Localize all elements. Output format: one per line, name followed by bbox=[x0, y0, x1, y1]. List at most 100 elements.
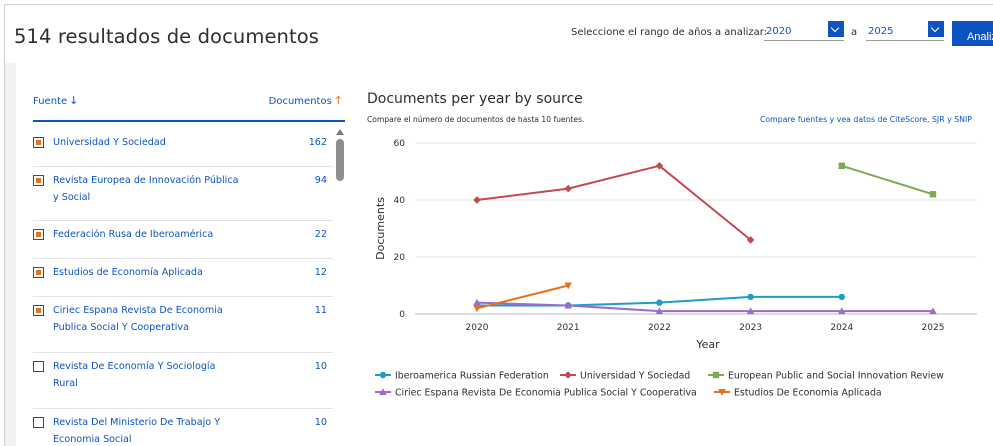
legend-item[interactable]: Universidad Y Sociedad bbox=[560, 371, 690, 382]
source-checkbox[interactable] bbox=[33, 267, 44, 278]
source-document-count[interactable]: 22 bbox=[314, 229, 327, 240]
legend-item[interactable]: Iberoamerica Russian Federation bbox=[375, 371, 549, 382]
source-document-count[interactable]: 10 bbox=[314, 417, 327, 428]
y-axis-label: Documents bbox=[374, 197, 387, 260]
arrow-up-icon: ↑ bbox=[333, 94, 343, 107]
content-area: Fuente ↓ Documentos ↑ Universidad Y Socied… bbox=[5, 63, 993, 446]
series-path bbox=[476, 164, 752, 241]
sources-table-header: Fuente ↓ Documentos ↑ bbox=[33, 63, 345, 122]
series-line bbox=[473, 162, 755, 244]
header-bar: 514 resultados de documentos Seleccione … bbox=[5, 5, 993, 63]
source-checkbox[interactable] bbox=[33, 137, 44, 148]
data-point bbox=[564, 184, 572, 193]
source-name-link[interactable]: Estudios de Economía Aplicada bbox=[53, 267, 203, 278]
source-document-count[interactable]: 94 bbox=[314, 175, 327, 186]
legend-label: Iberoamerica Russian Federation bbox=[395, 371, 549, 382]
series-line bbox=[473, 298, 937, 315]
data-point bbox=[379, 371, 387, 379]
source-row[interactable]: Revista Europea de Innovación Pública y … bbox=[33, 167, 333, 221]
x-tick-label: 2024 bbox=[830, 323, 853, 333]
source-checkbox[interactable] bbox=[33, 175, 44, 186]
x-tick-label: 2021 bbox=[557, 323, 580, 333]
series-line bbox=[473, 282, 572, 313]
source-checkbox[interactable] bbox=[33, 417, 44, 428]
data-point bbox=[718, 389, 726, 396]
chevron-down-icon[interactable] bbox=[928, 21, 944, 37]
y-tick-label: 40 bbox=[394, 196, 406, 206]
source-name-link[interactable]: Universidad Y Sociedad bbox=[53, 137, 166, 148]
source-name-link[interactable]: Ciriec Espana Revista De Economia Public… bbox=[53, 305, 223, 333]
documents-line-chart: 0 20 40 60 2020 2021 2022 2023 2024 2025 Year Docum… bbox=[374, 139, 977, 399]
data-point bbox=[473, 196, 481, 204]
scrollbar[interactable] bbox=[335, 129, 345, 446]
arrow-down-icon: ↓ bbox=[69, 94, 79, 107]
year-range-label: Seleccione el rango de años a analizar: bbox=[571, 27, 768, 38]
legend-item[interactable]: European Public and Social Innovation Re… bbox=[708, 371, 944, 382]
y-tick-label: 0 bbox=[399, 310, 405, 320]
chart-title: Documents per year by source bbox=[367, 91, 583, 107]
sort-by-source[interactable]: Fuente ↓ bbox=[33, 94, 78, 107]
x-tick-label: 2022 bbox=[648, 323, 671, 333]
legend-label: Estudios De Economia Aplicada bbox=[734, 388, 882, 399]
source-checkbox[interactable] bbox=[33, 229, 44, 240]
source-row[interactable]: Estudios de Economía Aplicada 12 bbox=[33, 259, 333, 297]
source-name-link[interactable]: Revista De Economía Y Sociología Rural bbox=[53, 361, 216, 389]
sort-by-documents[interactable]: Documentos ↑ bbox=[269, 94, 343, 107]
data-point bbox=[712, 371, 720, 379]
year-to-value: 2025 bbox=[868, 26, 894, 37]
data-point bbox=[473, 305, 481, 313]
data-point bbox=[838, 162, 845, 169]
scroll-up-icon[interactable] bbox=[336, 129, 344, 135]
data-point bbox=[838, 307, 846, 315]
source-document-count[interactable]: 12 bbox=[314, 267, 327, 278]
chart-subtitle: Compare el número de documentos de hasta… bbox=[367, 115, 585, 124]
data-point bbox=[379, 388, 387, 395]
y-tick-label: 20 bbox=[394, 253, 406, 263]
x-tick-label: 2025 bbox=[922, 323, 945, 333]
source-checkbox[interactable] bbox=[33, 305, 44, 316]
analyze-button[interactable]: Analiza bbox=[952, 21, 993, 46]
legend-item[interactable]: Ciriec Espana Revista De Economia Public… bbox=[375, 388, 697, 399]
source-row[interactable]: Ciriec Espana Revista De Economia Public… bbox=[33, 297, 333, 353]
data-point bbox=[564, 371, 572, 379]
column-documents-label: Documentos bbox=[268, 96, 332, 107]
source-row[interactable]: Federación Rusa de Iberoamérica 22 bbox=[33, 221, 333, 259]
legend-label: European Public and Social Innovation Re… bbox=[728, 371, 944, 382]
series-path bbox=[476, 301, 933, 313]
scrollbar-thumb[interactable] bbox=[336, 139, 344, 181]
data-point bbox=[929, 307, 937, 315]
year-from-value: 2020 bbox=[766, 26, 792, 37]
legend-item[interactable]: Estudios De Economia Aplicada bbox=[714, 388, 882, 399]
compare-sources-link[interactable]: Compare fuentes y vea datos de CiteScore… bbox=[759, 115, 972, 124]
source-name-link[interactable]: Revista Del Ministerio De Trabajo Y Econ… bbox=[53, 417, 221, 445]
source-row[interactable]: Revista De Economía Y Sociología Rural 10 bbox=[33, 353, 333, 409]
legend-label: Ciriec Espana Revista De Economia Public… bbox=[395, 388, 697, 399]
source-document-count[interactable]: 162 bbox=[308, 137, 327, 148]
data-point bbox=[838, 293, 845, 301]
y-tick-label: 60 bbox=[394, 139, 406, 149]
data-point bbox=[655, 307, 664, 315]
source-document-count[interactable]: 11 bbox=[314, 305, 327, 316]
analysis-panel: Fuente ↓ Documentos ↑ Universidad Y Socied… bbox=[16, 63, 993, 446]
results-window: 514 resultados de documentos Seleccione … bbox=[4, 4, 993, 446]
source-checkbox[interactable] bbox=[33, 361, 44, 372]
source-row[interactable]: Revista Del Ministerio De Trabajo Y Econ… bbox=[33, 409, 333, 446]
data-point bbox=[747, 293, 754, 301]
year-from-select[interactable]: 2020 bbox=[764, 21, 844, 41]
series-path bbox=[476, 284, 569, 310]
data-point bbox=[564, 282, 572, 290]
x-tick-label: 2023 bbox=[739, 323, 762, 333]
source-document-count[interactable]: 10 bbox=[314, 361, 327, 372]
source-row[interactable]: Universidad Y Sociedad 162 bbox=[33, 129, 333, 167]
source-name-link[interactable]: Federación Rusa de Iberoamérica bbox=[53, 229, 214, 240]
data-point bbox=[929, 191, 937, 198]
data-point bbox=[656, 299, 663, 306]
source-name-link[interactable]: Revista Europea de Innovación Pública y … bbox=[53, 175, 239, 203]
page-title: 514 resultados de documentos bbox=[14, 25, 320, 48]
chevron-down-icon[interactable] bbox=[828, 21, 844, 37]
column-source-label: Fuente bbox=[33, 96, 68, 107]
series-line bbox=[838, 162, 937, 198]
data-point bbox=[564, 301, 572, 309]
year-to-select[interactable]: 2025 bbox=[866, 21, 944, 41]
data-point bbox=[473, 298, 481, 306]
